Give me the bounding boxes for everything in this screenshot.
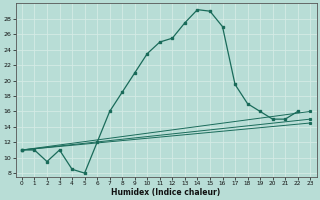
X-axis label: Humidex (Indice chaleur): Humidex (Indice chaleur) bbox=[111, 188, 221, 197]
